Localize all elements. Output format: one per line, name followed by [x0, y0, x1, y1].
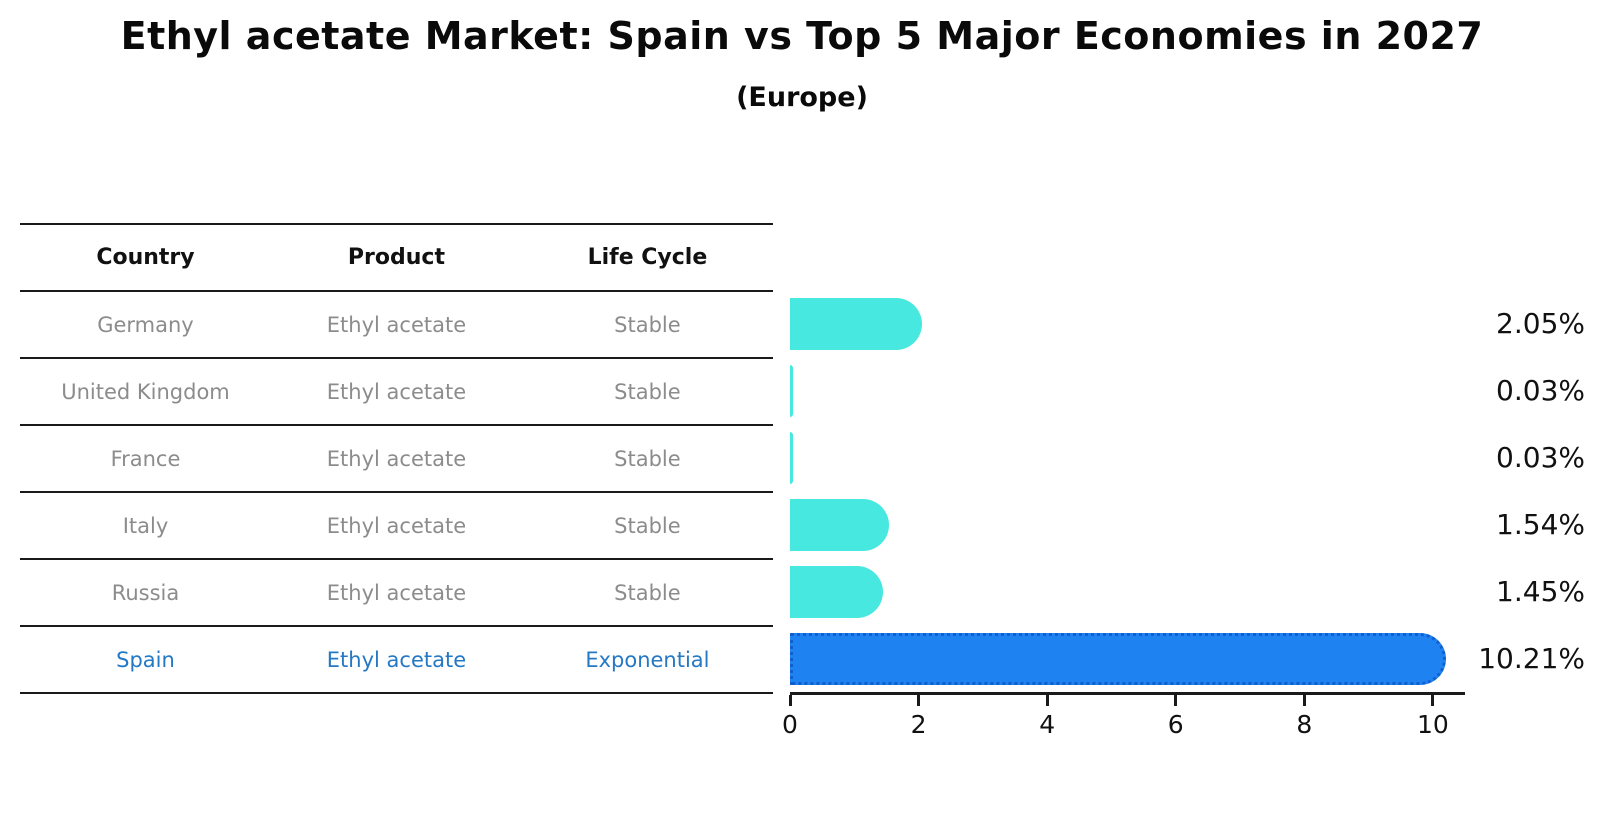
bar-row-united-kingdom: [790, 357, 1465, 424]
bar-germany: [790, 297, 922, 350]
bar-row-spain: [790, 625, 1465, 692]
cell-country: France: [110, 446, 181, 471]
bar-row-germany: [790, 290, 1465, 357]
tick-label: 0: [782, 710, 798, 739]
header-life-cycle: Life Cycle: [587, 245, 708, 270]
table-row-italy: Italy Ethyl acetate Stable: [20, 491, 773, 558]
tick-mark: [1045, 695, 1049, 706]
tick-mark: [1302, 695, 1306, 706]
bar-france: [790, 431, 793, 484]
cell-country: Germany: [97, 312, 194, 337]
bar-spain: [790, 632, 1447, 685]
table-row-germany: Germany Ethyl acetate Stable: [20, 290, 773, 357]
tick-mark: [1174, 695, 1178, 706]
bar-chart-area: [790, 290, 1465, 692]
value-label-united-kingdom: 0.03%: [1496, 374, 1585, 407]
value-label-germany: 2.05%: [1496, 307, 1585, 340]
value-label-russia: 1.45%: [1496, 575, 1585, 608]
table-row-russia: Russia Ethyl acetate Stable: [20, 558, 773, 625]
cell-product: Ethyl acetate: [326, 580, 467, 605]
table-row-france: France Ethyl acetate Stable: [20, 424, 773, 491]
x-axis-spine: [790, 692, 1465, 695]
tick-label: 4: [1039, 710, 1056, 739]
tick-label: 8: [1296, 710, 1313, 739]
cell-product: Ethyl acetate: [326, 312, 467, 337]
table-row-united-kingdom: United Kingdom Ethyl acetate Stable: [20, 357, 773, 424]
cell-product: Ethyl acetate: [326, 513, 467, 538]
country-table: Country Product Life Cycle Germany Ethyl…: [20, 223, 773, 694]
header-product: Product: [347, 245, 445, 270]
cell-country: Italy: [122, 513, 169, 538]
cell-life-cycle: Stable: [614, 580, 681, 605]
cell-product: Ethyl acetate: [326, 379, 467, 404]
bar-italy: [790, 498, 889, 551]
tick-label: 10: [1416, 710, 1449, 739]
value-label-france: 0.03%: [1496, 441, 1585, 474]
table-header-row: Country Product Life Cycle: [20, 223, 773, 290]
x-axis: 0 2 4 6 8 10: [782, 692, 1465, 762]
bar-row-france: [790, 424, 1465, 491]
table-row-spain: Spain Ethyl acetate Exponential: [20, 625, 773, 692]
cell-life-cycle: Stable: [614, 513, 681, 538]
bar-row-russia: [790, 558, 1465, 625]
bar-russia: [790, 565, 884, 618]
bar-row-italy: [790, 491, 1465, 558]
value-labels-column: 2.05% 0.03% 0.03% 1.54% 1.45% 10.21%: [1445, 290, 1585, 692]
header-country: Country: [96, 245, 195, 270]
cell-life-cycle: Stable: [614, 312, 681, 337]
tick-mark: [788, 695, 792, 706]
cell-country: Spain: [116, 647, 175, 672]
cell-life-cycle: Exponential: [585, 647, 710, 672]
value-label-italy: 1.54%: [1496, 508, 1585, 541]
cell-life-cycle: Stable: [614, 446, 681, 471]
value-label-spain: 10.21%: [1478, 642, 1585, 675]
cell-product: Ethyl acetate: [326, 446, 467, 471]
tick-mark: [917, 695, 921, 706]
chart-title: Ethyl acetate Market: Spain vs Top 5 Maj…: [120, 14, 1484, 58]
chart-subtitle: (Europe): [736, 82, 868, 113]
tick-mark: [1431, 695, 1435, 706]
cell-product: Ethyl acetate: [326, 647, 467, 672]
cell-life-cycle: Stable: [614, 379, 681, 404]
cell-country: United Kingdom: [61, 379, 230, 404]
cell-country: Russia: [111, 580, 180, 605]
tick-label: 2: [910, 710, 927, 739]
bar-united-kingdom: [790, 364, 793, 417]
tick-label: 6: [1167, 710, 1184, 739]
